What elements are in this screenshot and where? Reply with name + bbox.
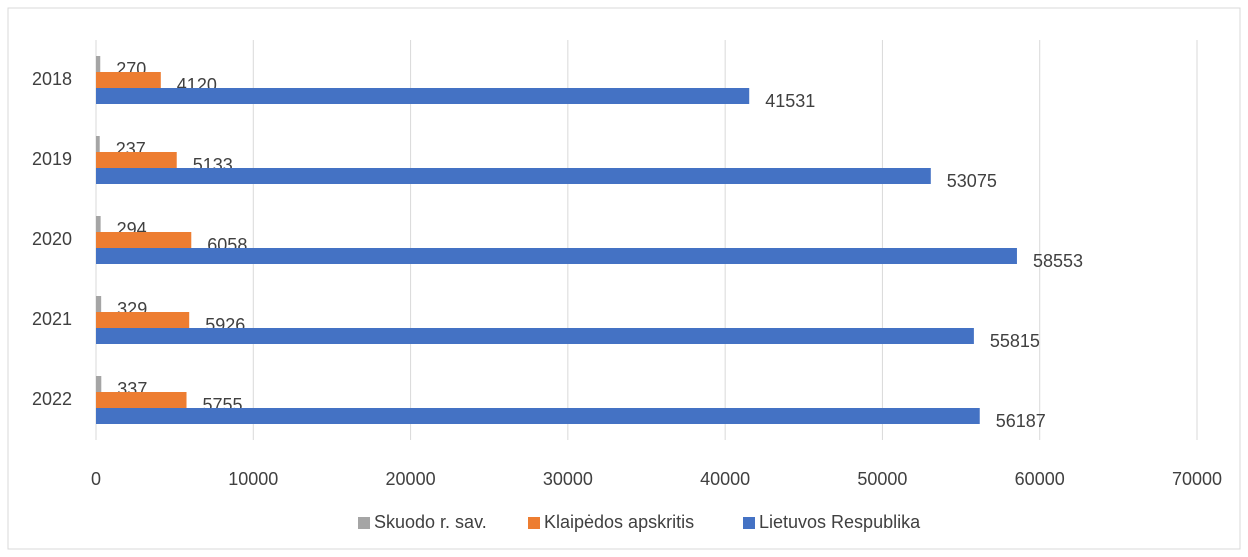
x-tick-label: 50000 — [857, 469, 907, 489]
legend-label: Skuodo r. sav. — [374, 512, 487, 532]
legend-swatch — [528, 517, 540, 529]
legend-label: Lietuvos Respublika — [759, 512, 921, 532]
x-tick-label: 40000 — [700, 469, 750, 489]
legend-label: Klaipėdos apskritis — [544, 512, 694, 532]
x-tick-label: 60000 — [1015, 469, 1065, 489]
legend-swatch — [743, 517, 755, 529]
bar — [96, 216, 101, 232]
bar — [96, 168, 931, 184]
bar — [96, 376, 102, 392]
bar — [96, 136, 100, 152]
x-tick-label: 70000 — [1172, 469, 1222, 489]
y-tick-label: 2019 — [32, 149, 72, 169]
bar — [96, 248, 1017, 264]
bar — [96, 88, 750, 104]
bar — [96, 56, 101, 72]
data-label: 55815 — [990, 331, 1040, 351]
bar — [96, 232, 192, 248]
y-tick-label: 2020 — [32, 229, 72, 249]
bar — [96, 312, 190, 328]
x-tick-label: 10000 — [228, 469, 278, 489]
x-tick-label: 0 — [91, 469, 101, 489]
data-label: 41531 — [765, 91, 815, 111]
data-label: 56187 — [996, 411, 1046, 431]
x-tick-label: 30000 — [543, 469, 593, 489]
bar — [96, 328, 974, 344]
x-tick-label: 20000 — [386, 469, 436, 489]
bar — [96, 296, 102, 312]
bar — [96, 392, 187, 408]
y-tick-label: 2021 — [32, 309, 72, 329]
legend-swatch — [358, 517, 370, 529]
data-label: 53075 — [947, 171, 997, 191]
bar — [96, 408, 980, 424]
y-tick-label: 2022 — [32, 389, 72, 409]
bar — [96, 72, 161, 88]
bar — [96, 152, 177, 168]
y-tick-label: 2018 — [32, 69, 72, 89]
data-label: 58553 — [1033, 251, 1083, 271]
